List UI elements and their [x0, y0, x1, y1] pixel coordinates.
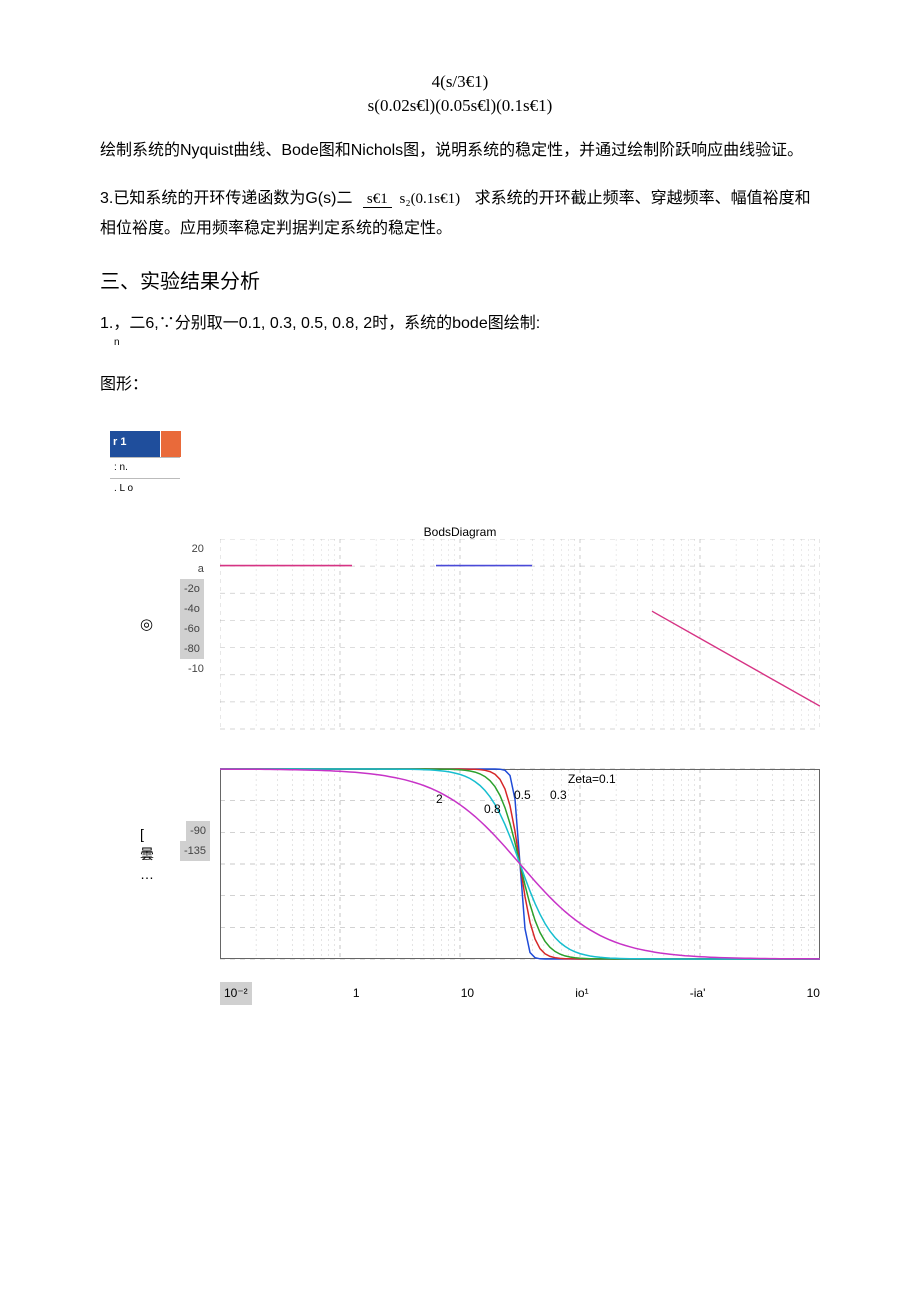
- svg-text:0.5: 0.5: [514, 788, 531, 802]
- paragraph-nyquist: 绘制系统的Nyquist曲线、Bode图和Nichols图，说明系统的稳定性，并…: [100, 136, 820, 166]
- section-title: 三、实验结果分析: [100, 263, 820, 301]
- problem-3: 3.已知系统的开环传递函数为G(s)二 s€1 s₂(0.1s€1) 求系统的开…: [100, 184, 820, 245]
- small-fig-bot: . L o: [110, 479, 180, 501]
- phase-side-3: …: [140, 861, 154, 888]
- small-fig-top-label: r 1: [110, 431, 160, 457]
- formula-denominator: s(0.02s€l)(0.05s€l)(0.1s€1): [100, 94, 820, 118]
- bode-svg: Zeta=0.1 2 0.5 0.3 0.8: [220, 539, 820, 979]
- small-fig-orange: [160, 431, 181, 457]
- problem-3-fraction: s€1 s₂(0.1s€1): [363, 191, 464, 208]
- x-axis-labels: 10⁻²110io¹-ia'10: [220, 982, 820, 1005]
- frac-bot: s₂(0.1s€1): [396, 191, 465, 207]
- mag-side-ring: ◎: [140, 611, 153, 640]
- problem-3-prefix: 3.已知系统的开环传递函数为G(s)二: [100, 190, 352, 207]
- svg-text:2: 2: [436, 792, 443, 806]
- top-formula: 4(s/3€1) s(0.02s€l)(0.05s€l)(0.1s€1): [100, 70, 820, 118]
- figure-label: 图形：: [100, 370, 820, 400]
- formula-numerator: 4(s/3€1): [100, 70, 820, 94]
- small-fig-mid: : n.: [110, 457, 180, 479]
- small-figure: r 1 : n. . L o: [100, 431, 820, 501]
- svg-text:0.8: 0.8: [484, 802, 501, 816]
- svg-text:0.3: 0.3: [550, 788, 567, 802]
- item-1: 1.，二6,∵分别取一0.1, 0.3, 0.5, 0.8, 2时，系统的bod…: [100, 309, 820, 352]
- phase-y-labels: -90-135: [180, 821, 210, 861]
- mag-y-labels: 20a-2o-4o-6o-80-10: [180, 539, 204, 679]
- bode-diagram: BodsDiagram 20a-2o-4o-6o-80-10 ◎ [ 曇 … -…: [100, 521, 820, 1001]
- frac-top: s€1: [363, 191, 392, 208]
- svg-text:Zeta=0.1: Zeta=0.1: [568, 772, 616, 786]
